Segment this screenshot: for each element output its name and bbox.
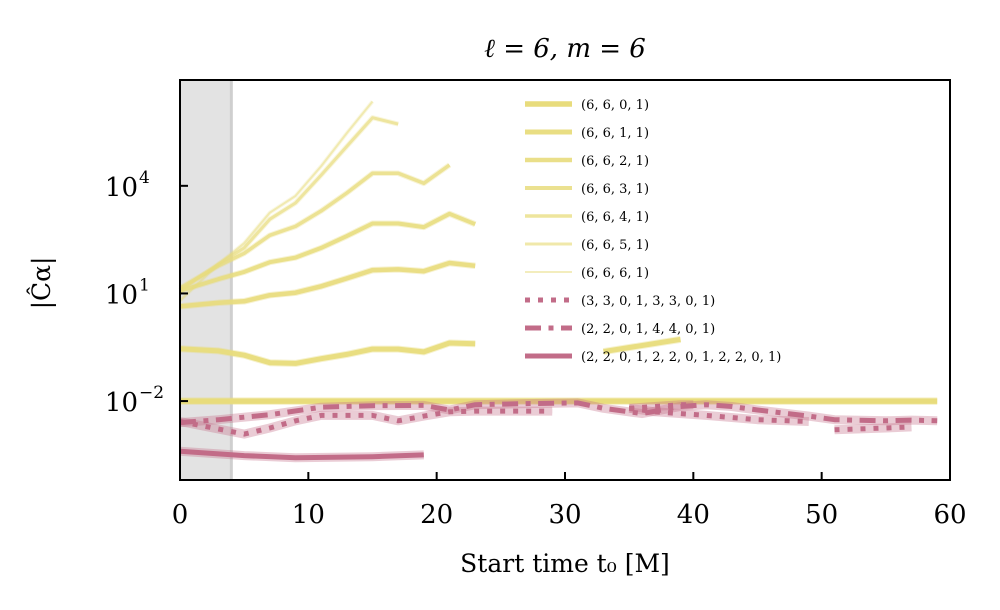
shaded-region xyxy=(180,80,232,480)
legend-label: (6, 6, 0, 1) xyxy=(581,98,649,113)
legend-label: (6, 6, 6, 1) xyxy=(581,266,649,281)
series-2 xyxy=(179,259,476,310)
legend-item: (6, 6, 5, 1) xyxy=(525,238,649,253)
legend-label: (2, 2, 0, 1, 2, 2, 0, 1, 2, 2, 0, 1) xyxy=(581,350,781,365)
series-4 xyxy=(178,162,452,291)
series-9 xyxy=(179,446,424,463)
legend-label: (6, 6, 5, 1) xyxy=(581,238,649,253)
legend-label: (6, 6, 1, 1) xyxy=(581,126,649,141)
legend-label: (6, 6, 4, 1) xyxy=(581,210,649,225)
series-1 xyxy=(179,335,682,367)
x-tick-label: 60 xyxy=(933,500,966,530)
legend-label: (3, 3, 0, 1, 3, 3, 0, 1) xyxy=(581,294,715,309)
y-tick-label-exponent: −2 xyxy=(139,383,164,403)
series-3 xyxy=(179,210,477,294)
series-line xyxy=(603,336,681,355)
legend-item: (6, 6, 1, 1) xyxy=(525,126,649,141)
legend-item: (2, 2, 0, 1, 4, 4, 0, 1) xyxy=(525,322,715,337)
x-axis: 0 10 20 30 40 50 60 xyxy=(172,472,967,530)
series-line xyxy=(179,100,374,302)
x-tick-label: 50 xyxy=(805,500,838,530)
legend-item: (6, 6, 4, 1) xyxy=(525,210,649,225)
x-tick-label: 10 xyxy=(292,500,325,530)
y-tick-label-exponent: 4 xyxy=(139,168,150,188)
legend-item: (6, 6, 6, 1) xyxy=(525,266,649,281)
series-line xyxy=(179,408,553,437)
legend-item: (2, 2, 0, 1, 2, 2, 0, 1, 2, 2, 0, 1) xyxy=(525,350,781,365)
y-tick-label: 10 xyxy=(105,173,138,203)
legend-item: (6, 6, 2, 1) xyxy=(525,154,649,169)
series-6 xyxy=(178,100,375,303)
legend: (6, 6, 0, 1) (6, 6, 1, 1) (6, 6, 2, 1) (6, … xyxy=(525,98,781,365)
series-line xyxy=(179,340,476,366)
series-line xyxy=(179,163,451,290)
x-tick-label: 40 xyxy=(677,500,710,530)
legend-item: (3, 3, 0, 1, 3, 3, 0, 1) xyxy=(525,294,715,309)
series-line xyxy=(179,116,399,292)
series-line xyxy=(179,400,938,426)
chart-title: ℓ = 6, m = 6 xyxy=(484,34,646,64)
x-tick-label: 20 xyxy=(420,500,453,530)
y-tick-label: 10 xyxy=(105,280,138,310)
x-axis-label: Start time t₀ [M] xyxy=(460,549,670,578)
x-tick-label: 0 xyxy=(172,500,189,530)
y-tick-label-exponent: 1 xyxy=(139,275,150,295)
y-tick-label: 10 xyxy=(105,388,138,418)
legend-item: (6, 6, 3, 1) xyxy=(525,182,649,197)
series-line xyxy=(179,260,476,309)
series-line xyxy=(179,448,424,461)
legend-label: (2, 2, 0, 1, 4, 4, 0, 1) xyxy=(581,322,715,337)
series-line xyxy=(834,424,912,433)
legend-label: (6, 6, 3, 1) xyxy=(581,182,649,197)
series-7 xyxy=(179,400,912,439)
series-line xyxy=(179,211,476,293)
legend-item: (6, 6, 0, 1) xyxy=(525,98,649,113)
series-5 xyxy=(178,115,399,293)
y-axis-label: |Ĉα| xyxy=(27,257,57,310)
x-tick-label: 30 xyxy=(548,500,581,530)
series-8 xyxy=(179,398,938,428)
series-layer xyxy=(178,100,938,463)
legend-label: (6, 6, 2, 1) xyxy=(581,154,649,169)
